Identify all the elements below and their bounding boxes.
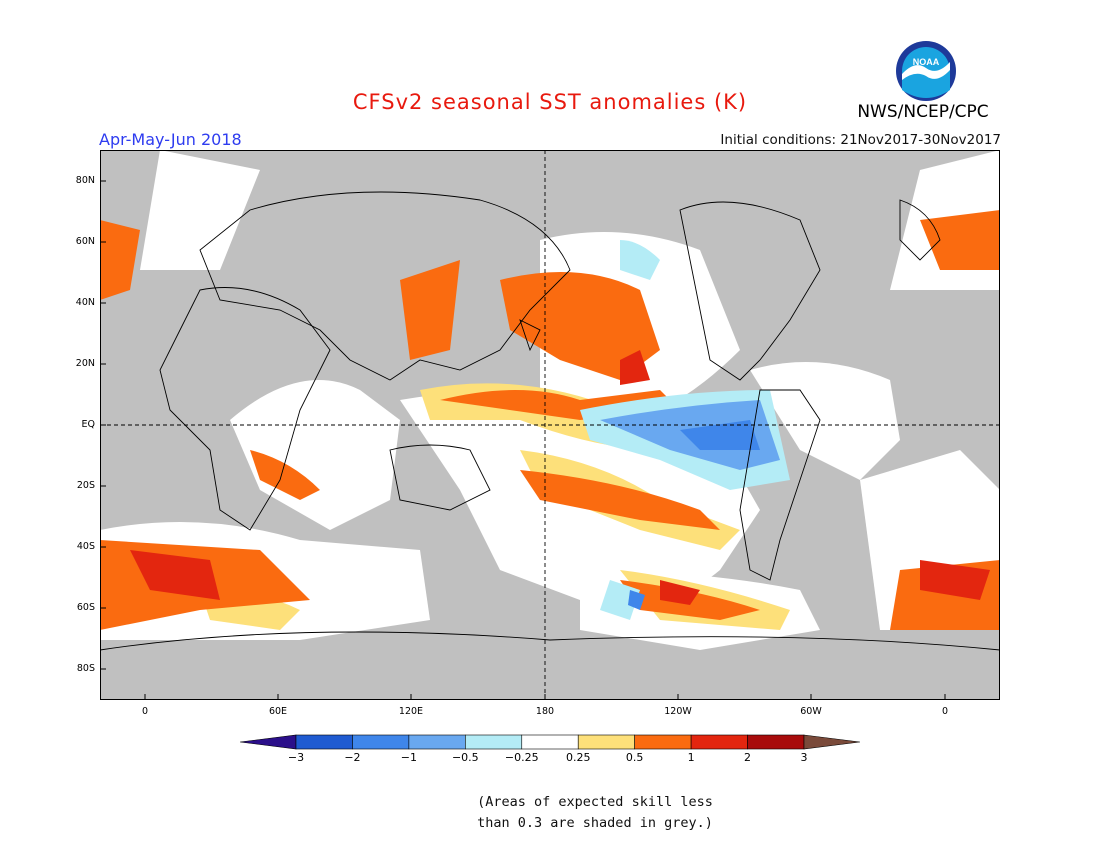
warm-strong-layer: [130, 350, 990, 605]
noaa-logo-text: NOAA: [913, 57, 940, 67]
colorbar-tick-label: 1: [688, 751, 695, 763]
colorbar-swatch: [521, 734, 579, 750]
lat-label: 40N: [75, 297, 95, 308]
colorbar-swatch: [634, 734, 692, 750]
agency-label: NWS/NCEP/CPC: [857, 102, 989, 122]
chart-title: CFSv2 seasonal SST anomalies (K): [352, 90, 748, 114]
colorbar-swatch: [747, 734, 805, 750]
colorbar-swatch: [352, 734, 410, 750]
lat-label: 40S: [76, 541, 95, 552]
lon-label: 120W: [664, 706, 692, 717]
coastlines: [100, 191, 1000, 651]
colorbar-tick-label: −1: [401, 751, 417, 763]
colorbar-arrow-low: [240, 734, 297, 750]
skill-note-line1: (Areas of expected skill less: [477, 794, 713, 810]
lon-label: 60W: [800, 706, 822, 717]
colorbar-swatches: [240, 734, 860, 750]
noaa-logo: NOAA: [896, 41, 956, 101]
lat-label: 60S: [76, 602, 95, 613]
lon-label: 0: [941, 706, 949, 717]
lat-label: 20S: [76, 480, 95, 491]
colorbar-swatch: [690, 734, 748, 750]
lat-label: 60N: [75, 236, 95, 247]
map-ticks: [100, 180, 946, 700]
colorbar-swatch: [408, 734, 466, 750]
lon-label: 120E: [398, 706, 424, 717]
skill-note-line2: than 0.3 are shaded in grey.): [477, 815, 713, 831]
initial-conditions-label: Initial conditions: 21Nov2017-30Nov2017: [720, 132, 1001, 148]
lon-label: 0: [141, 706, 149, 717]
cool-strong-layer: [628, 420, 760, 610]
colorbar-tick-label: −3: [288, 751, 304, 763]
lon-label: 60E: [268, 706, 288, 717]
colorbar-tick-label: −2: [344, 751, 360, 763]
colorbar-arrow-high: [803, 734, 860, 750]
colorbar-tick-label: 0.25: [566, 751, 591, 763]
colorbar-tick-label: −0.25: [505, 751, 539, 763]
sst-anomaly-map: [100, 150, 1000, 700]
lon-label: 180: [535, 706, 555, 717]
season-label: Apr-May-Jun 2018: [99, 130, 242, 149]
lat-label: 20N: [75, 358, 95, 369]
colorbar-labels: −3 −2 −1 −0.5 −0.25 0.25 0.5 1 2 3: [288, 751, 808, 763]
skill-note: (Areas of expected skill less than 0.3 a…: [0, 792, 1100, 834]
colorbar-swatch: [465, 734, 523, 750]
lat-label: 80S: [76, 663, 95, 674]
colorbar-tick-label: 3: [801, 751, 808, 763]
colorbar-swatch: [295, 734, 353, 750]
lat-label: EQ: [81, 419, 95, 430]
lat-label: 80N: [75, 175, 95, 186]
colorbar-tick-label: 0.5: [626, 751, 644, 763]
colorbar-tick-label: 2: [744, 751, 751, 763]
colorbar-swatch: [577, 734, 635, 750]
colorbar-tick-label: −0.5: [452, 751, 479, 763]
colorbar: −3 −2 −1 −0.5 −0.25 0.25 0.5 1 2 3: [240, 734, 860, 763]
